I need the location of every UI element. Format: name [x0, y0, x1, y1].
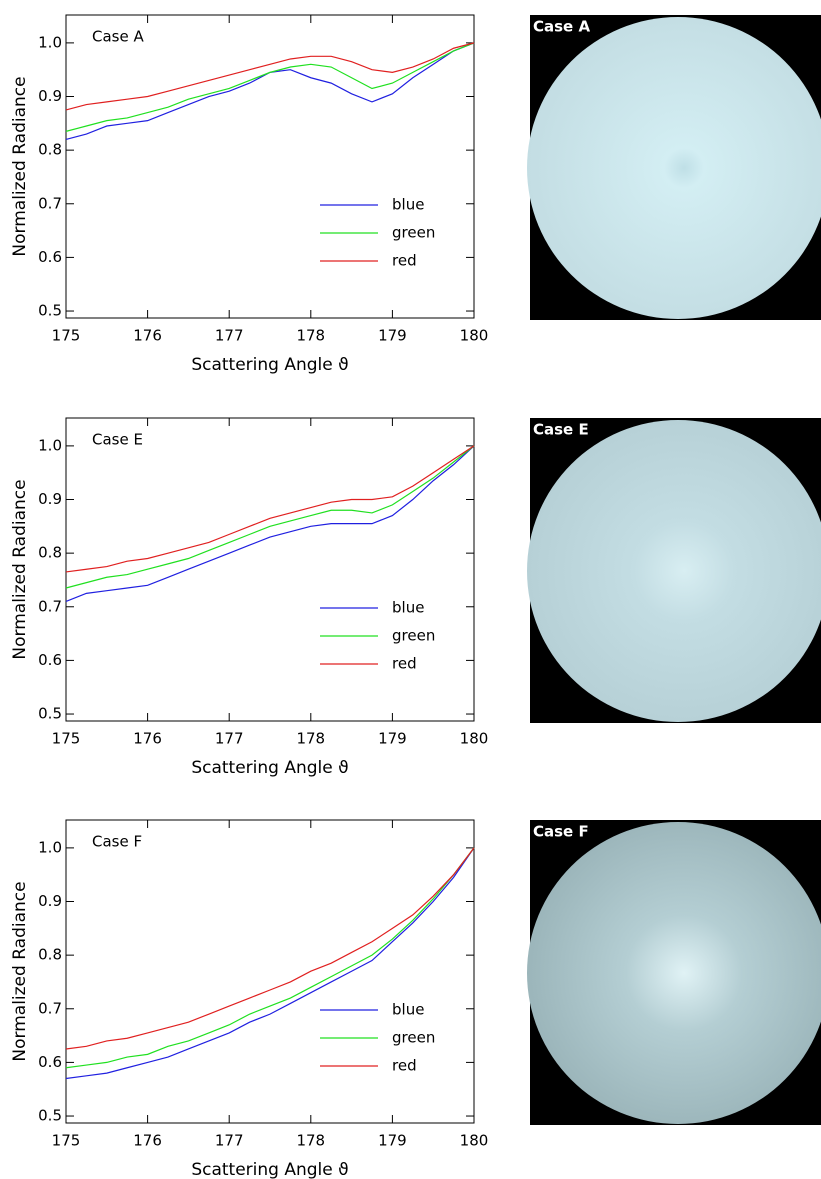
x-tick-label: 175 — [52, 1132, 81, 1150]
legend-label: green — [392, 627, 435, 645]
y-tick-label: 0.7 — [38, 194, 62, 212]
x-tick-label: 176 — [133, 327, 162, 345]
series-line — [65, 445, 475, 589]
x-tick-label: 178 — [296, 327, 325, 345]
x-tick-label: 176 — [133, 1132, 162, 1150]
y-tick-label: 0.8 — [38, 946, 62, 964]
annotation: Case F — [92, 833, 142, 851]
y-axis-label: Normalized Radiance — [10, 479, 30, 659]
image-label: Case E — [533, 421, 589, 439]
rendered-disk — [527, 17, 821, 319]
series-line — [65, 445, 475, 602]
x-tick-label: 180 — [460, 1132, 489, 1150]
x-tick-label: 176 — [133, 730, 162, 748]
y-tick-label: 1.0 — [38, 33, 62, 51]
x-tick-label: 179 — [378, 1132, 407, 1150]
y-tick-label: 0.8 — [38, 141, 62, 159]
x-tick-label: 178 — [296, 1132, 325, 1150]
x-tick-label: 177 — [215, 327, 244, 345]
x-tick-label: 177 — [215, 1132, 244, 1150]
x-tick-label: 175 — [52, 327, 81, 345]
y-tick-label: 0.8 — [38, 544, 62, 562]
legend-label: blue — [392, 196, 424, 214]
plot-frame — [65, 819, 475, 1124]
series-line — [65, 847, 475, 1069]
y-tick-label: 0.9 — [38, 87, 62, 105]
x-tick-label: 179 — [378, 730, 407, 748]
series-line — [65, 42, 475, 111]
series-line — [65, 42, 475, 132]
y-tick-label: 0.7 — [38, 999, 62, 1017]
x-tick-label: 179 — [378, 327, 407, 345]
rendered-disk — [527, 420, 821, 722]
x-axis-label: Scattering Angle ϑ — [191, 1160, 348, 1179]
series-line — [65, 847, 475, 1080]
plot-frame — [65, 417, 475, 722]
legend-label: blue — [392, 1001, 424, 1019]
x-tick-label: 180 — [460, 730, 489, 748]
annotation: Case A — [92, 28, 144, 46]
x-tick-label: 180 — [460, 327, 489, 345]
y-tick-label: 0.9 — [38, 892, 62, 910]
y-tick-label: 0.9 — [38, 490, 62, 508]
image-label: Case A — [533, 18, 590, 36]
legend-label: green — [392, 1029, 435, 1047]
y-tick-label: 0.6 — [38, 248, 62, 266]
y-tick-label: 0.5 — [38, 1107, 62, 1125]
legend-label: red — [392, 655, 417, 673]
x-axis-label: Scattering Angle ϑ — [191, 355, 348, 375]
series-line — [65, 847, 475, 1050]
y-tick-label: 0.5 — [38, 302, 62, 320]
y-axis-label: Normalized Radiance — [10, 76, 30, 256]
y-tick-label: 0.6 — [38, 1053, 62, 1071]
series-line — [65, 42, 475, 140]
x-axis-label: Scattering Angle ϑ — [191, 758, 348, 778]
y-tick-label: 1.0 — [38, 436, 62, 454]
annotation: Case E — [92, 431, 143, 449]
y-axis-label: Normalized Radiance — [10, 881, 30, 1061]
plot-frame — [65, 14, 475, 319]
x-tick-label: 177 — [215, 730, 244, 748]
y-tick-label: 1.0 — [38, 838, 62, 856]
legend-label: blue — [392, 599, 424, 617]
image-label: Case F — [533, 823, 589, 841]
legend-label: green — [392, 224, 435, 242]
legend-label: red — [392, 1057, 417, 1075]
x-tick-label: 175 — [52, 730, 81, 748]
y-tick-label: 0.6 — [38, 651, 62, 669]
series-line — [65, 445, 475, 573]
y-tick-label: 0.5 — [38, 705, 62, 723]
x-tick-label: 178 — [296, 730, 325, 748]
y-tick-label: 0.7 — [38, 597, 62, 615]
rendered-disk — [527, 822, 821, 1124]
legend-label: red — [392, 252, 417, 270]
